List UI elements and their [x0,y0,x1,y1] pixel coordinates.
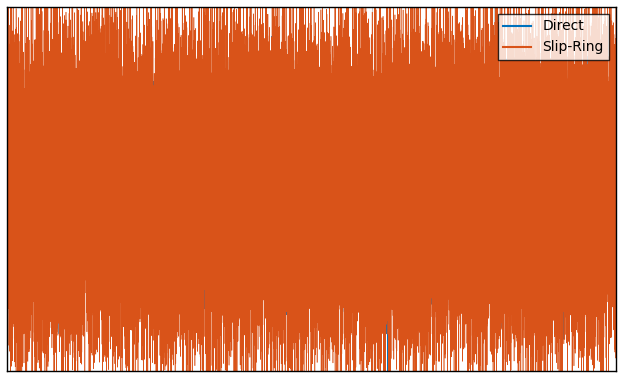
Slip-Ring [3,243,11,248]
Direct [334,181,341,186]
Slip-Ring [237,246,244,250]
Direct [612,200,620,205]
Direct [150,132,157,136]
Slip-Ring [455,229,463,233]
Line: Direct: Direct [7,0,616,378]
Slip-Ring [334,209,341,214]
Slip-Ring [370,225,378,230]
Line: Slip-Ring: Slip-Ring [7,0,616,378]
Direct [455,156,463,161]
Slip-Ring [150,160,157,164]
Slip-Ring [45,227,52,231]
Slip-Ring [612,169,620,174]
Direct [3,195,11,200]
Direct [45,160,52,165]
Direct [370,179,378,184]
Direct [237,153,244,158]
Legend: Direct, Slip-Ring: Direct, Slip-Ring [498,14,609,60]
